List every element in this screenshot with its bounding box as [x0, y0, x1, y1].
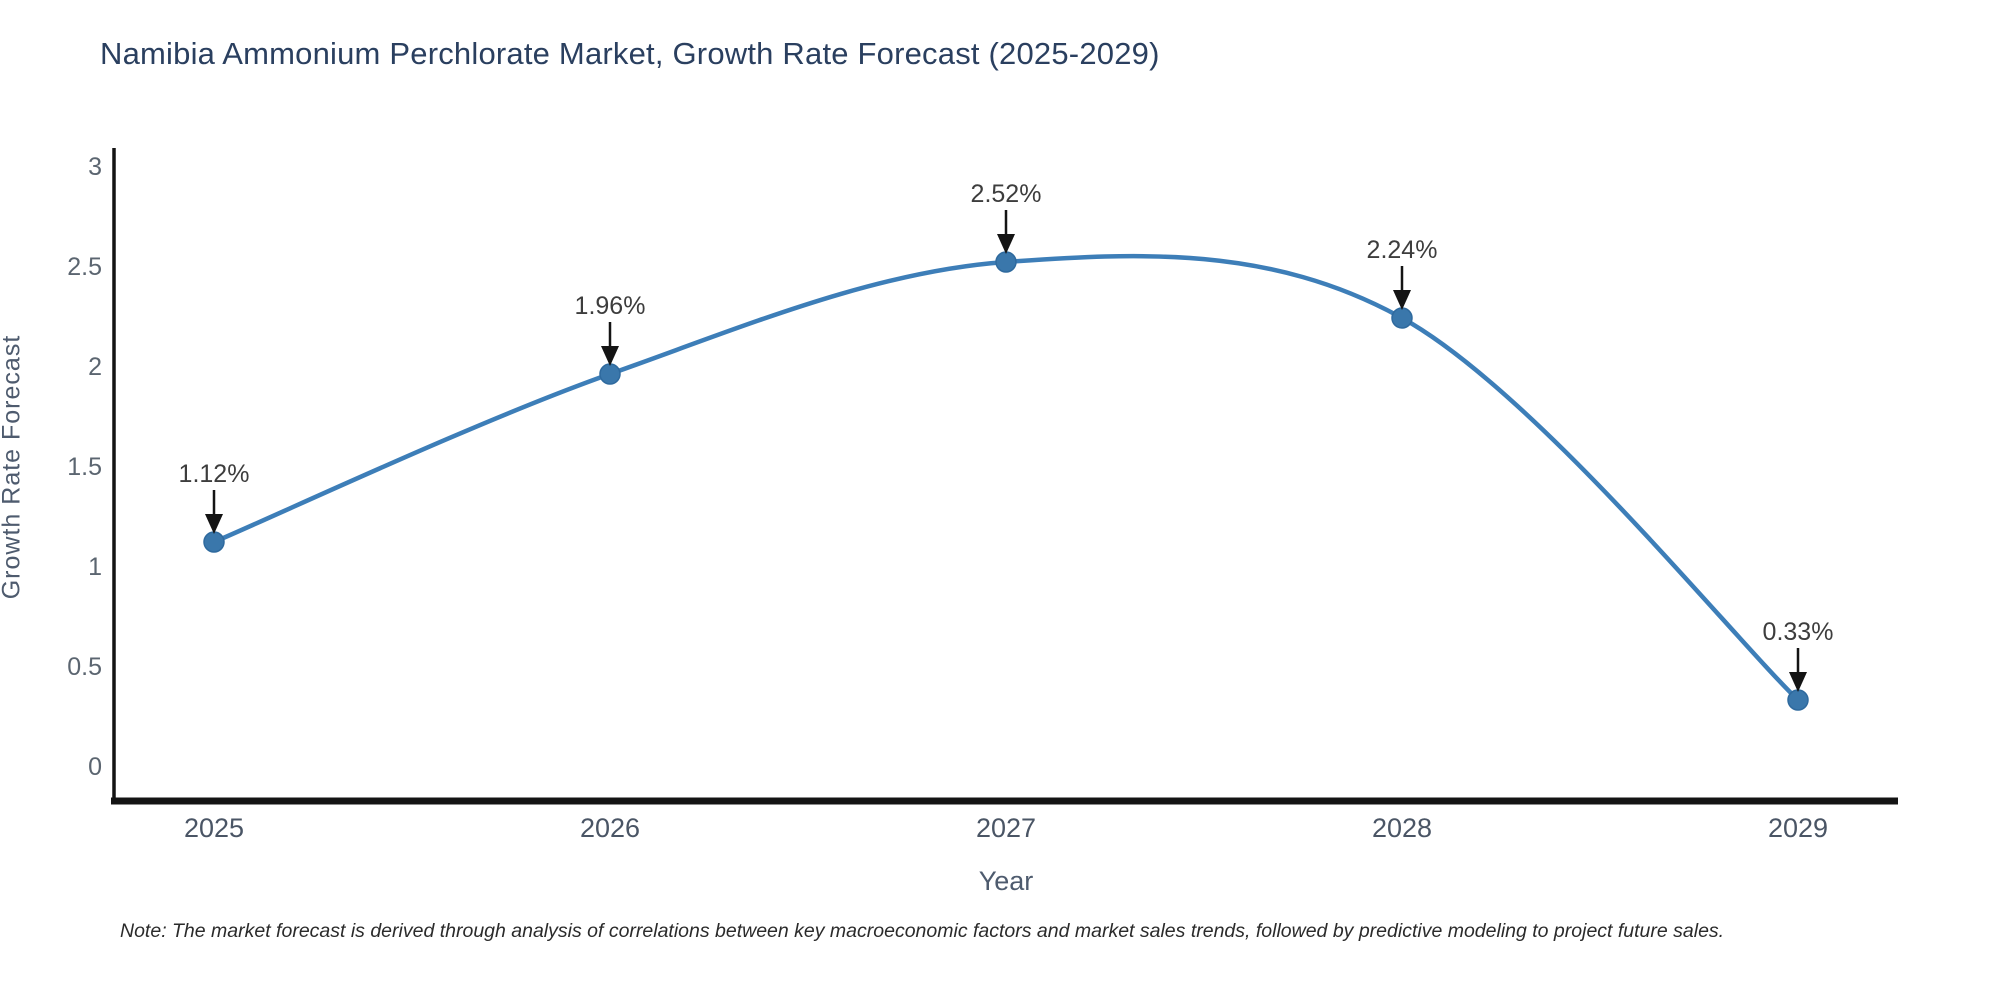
- data-point-label: 1.96%: [575, 292, 646, 320]
- data-point-2029[interactable]: [1787, 689, 1809, 711]
- data-point-label: 2.24%: [1367, 236, 1438, 264]
- y-tick-label: 0.5: [67, 653, 102, 681]
- x-tick-label: 2026: [580, 813, 640, 843]
- annotation-arrowhead-icon: [1393, 290, 1411, 310]
- data-point-2028[interactable]: [1391, 307, 1413, 329]
- data-point-2025[interactable]: [203, 531, 225, 553]
- annotation-arrowhead-icon: [1789, 672, 1807, 692]
- y-tick-label: 2: [88, 353, 102, 381]
- x-tick-label: 2025: [184, 813, 244, 843]
- data-point-label: 0.33%: [1763, 618, 1834, 646]
- annotation-arrowhead-icon: [997, 234, 1015, 254]
- footnote: Note: The market forecast is derived thr…: [120, 920, 1725, 942]
- x-tick-label: 2027: [976, 813, 1036, 843]
- annotation-arrowhead-icon: [601, 346, 619, 366]
- x-tick-label: 2028: [1372, 813, 1432, 843]
- data-point-label: 1.12%: [179, 460, 250, 488]
- data-point-label: 2.52%: [971, 180, 1042, 208]
- x-axis-title: Year: [978, 866, 1034, 896]
- data-point-2027[interactable]: [995, 251, 1017, 273]
- y-tick-label: 3: [88, 153, 102, 181]
- y-tick-label: 2.5: [67, 253, 102, 281]
- annotation-arrowhead-icon: [205, 514, 223, 534]
- y-tick-label: 1.5: [67, 453, 102, 481]
- x-tick-label: 2029: [1768, 813, 1828, 843]
- y-tick-label: 0: [88, 753, 102, 781]
- data-point-2026[interactable]: [599, 363, 621, 385]
- chart-title: Namibia Ammonium Perchlorate Market, Gro…: [100, 36, 1160, 71]
- y-tick-label: 1: [88, 553, 102, 581]
